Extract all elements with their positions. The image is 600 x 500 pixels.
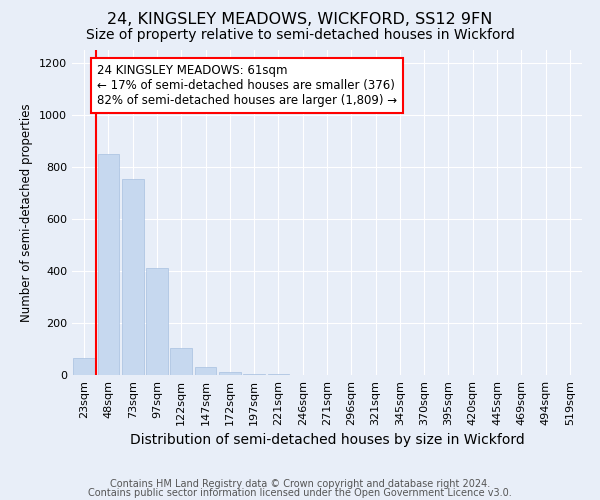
Bar xyxy=(97,154,119,375)
Bar xyxy=(73,358,95,375)
Bar xyxy=(243,374,265,375)
Text: 24 KINGSLEY MEADOWS: 61sqm
← 17% of semi-detached houses are smaller (376)
82% o: 24 KINGSLEY MEADOWS: 61sqm ← 17% of semi… xyxy=(97,64,397,108)
Bar xyxy=(268,374,289,375)
Bar xyxy=(170,348,192,375)
Bar xyxy=(122,178,143,375)
Text: Size of property relative to semi-detached houses in Wickford: Size of property relative to semi-detach… xyxy=(86,28,514,42)
Bar xyxy=(194,367,217,375)
Text: Contains HM Land Registry data © Crown copyright and database right 2024.: Contains HM Land Registry data © Crown c… xyxy=(110,479,490,489)
Y-axis label: Number of semi-detached properties: Number of semi-detached properties xyxy=(20,103,34,322)
Text: Contains public sector information licensed under the Open Government Licence v3: Contains public sector information licen… xyxy=(88,488,512,498)
Text: 24, KINGSLEY MEADOWS, WICKFORD, SS12 9FN: 24, KINGSLEY MEADOWS, WICKFORD, SS12 9FN xyxy=(107,12,493,28)
Bar xyxy=(219,372,241,375)
Bar xyxy=(146,268,168,375)
X-axis label: Distribution of semi-detached houses by size in Wickford: Distribution of semi-detached houses by … xyxy=(130,434,524,448)
